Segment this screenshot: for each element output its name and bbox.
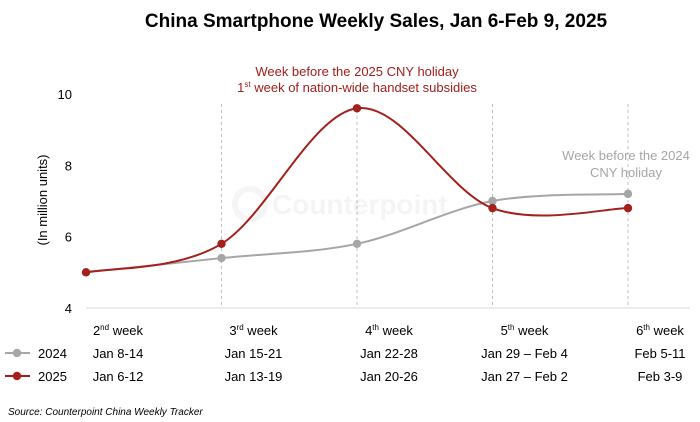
annotation-2025: Week before the 2025 CNY holiday 1st wee… xyxy=(237,64,477,95)
annotation-2024-line1: Week before the 2024 xyxy=(562,148,690,163)
data-point-2025 xyxy=(352,104,362,113)
date-label: Jan 8-14 xyxy=(93,346,144,361)
source-note: Source: Counterpoint China Weekly Tracke… xyxy=(8,407,203,418)
legend: 2024 2025 xyxy=(5,346,67,384)
data-point-2024 xyxy=(623,189,633,199)
week-label: 5th week xyxy=(501,323,549,338)
date-label: Jan 27 – Feb 2 xyxy=(481,369,568,384)
watermark-text: Counterpoint xyxy=(272,189,448,220)
data-point-2024 xyxy=(352,239,362,248)
y-axis-label: (In million units) xyxy=(35,154,50,245)
chart-title: China Smartphone Weekly Sales, Jan 6-Feb… xyxy=(145,11,608,32)
y-tick-label: 6 xyxy=(65,230,72,245)
date-label: Jan 15-21 xyxy=(225,346,283,361)
annotation-2025-line2: 1st week of nation-wide handset subsidie… xyxy=(237,80,477,95)
watermark: Counterpoint xyxy=(232,186,448,222)
date-label: Feb 3-9 xyxy=(638,369,683,384)
date-label: Jan 13-19 xyxy=(225,369,283,384)
annotation-2024: Week before the 2024 CNY holiday xyxy=(562,148,690,180)
data-point-2025 xyxy=(217,239,226,248)
week-label: 3rd week xyxy=(229,323,278,338)
series-points xyxy=(81,104,633,277)
data-point-2025 xyxy=(81,268,91,277)
legend-marker-2025 xyxy=(12,371,22,381)
annotation-2024-line2: CNY holiday xyxy=(590,165,663,180)
date-label: Jan 29 – Feb 4 xyxy=(481,346,568,361)
date-label: Jan 6-12 xyxy=(93,369,144,384)
x-axis-labels: 2nd week 3rd week 4th week 5th week 6th week… xyxy=(93,323,686,384)
week-label: 6th week xyxy=(636,323,684,338)
data-point-2024 xyxy=(488,196,497,206)
y-tick-label: 8 xyxy=(65,158,72,173)
legend-label-2025: 2025 xyxy=(38,369,67,384)
data-point-2025 xyxy=(623,203,633,213)
legend-label-2024: 2024 xyxy=(38,346,67,361)
y-tick-label: 10 xyxy=(58,87,72,102)
data-point-2025 xyxy=(488,203,497,213)
week-label: 4th week xyxy=(365,323,413,338)
data-point-2024 xyxy=(217,253,226,263)
annotation-2025-line1: Week before the 2025 CNY holiday xyxy=(255,64,459,79)
date-label: Jan 20-26 xyxy=(360,369,418,384)
date-label: Jan 22-28 xyxy=(360,346,418,361)
week-label: 2nd week xyxy=(93,323,144,338)
legend-marker-2024 xyxy=(12,348,22,358)
y-tick-label: 4 xyxy=(65,301,72,316)
date-label: Feb 5-11 xyxy=(634,346,685,361)
y-axis: 4 6 8 10 xyxy=(58,87,72,316)
